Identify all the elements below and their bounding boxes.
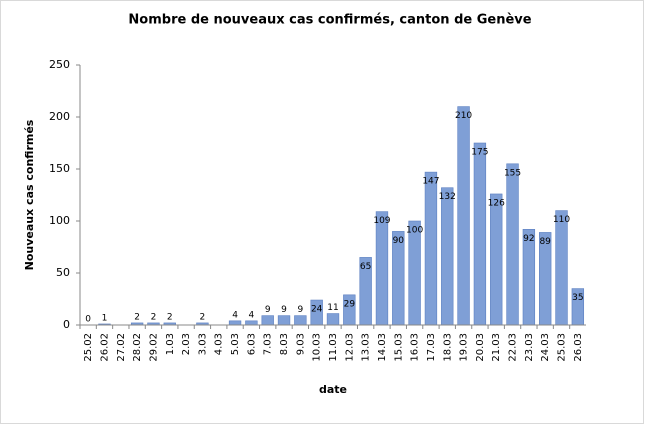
x-tick-label: 27.02 [116, 333, 127, 362]
data-label: 90 [393, 236, 405, 246]
x-tick-label: 3.03 [197, 333, 208, 355]
x-tick-label: 25.02 [83, 333, 94, 362]
x-tick-label: 11.03 [328, 333, 339, 362]
bar [294, 315, 307, 326]
data-label: 65 [360, 262, 371, 272]
x-tick-label: 12.03 [344, 333, 355, 362]
x-tick-label: 20.03 [475, 333, 486, 362]
x-tick-label: 16.03 [410, 333, 421, 362]
x-tick-label: 1.03 [165, 333, 176, 355]
x-tick-label: 25.03 [557, 333, 568, 362]
bar [441, 187, 454, 326]
x-tick-label: 18.03 [442, 333, 453, 362]
data-label: 100 [406, 226, 423, 236]
x-tick-label: 14.03 [377, 333, 388, 362]
data-label: 110 [553, 215, 570, 225]
x-tick-label: 13.03 [361, 333, 372, 362]
x-tick-label: 7.03 [263, 333, 274, 355]
y-tick-label: 100 [49, 214, 70, 227]
x-tick-label: 29.02 [148, 333, 159, 362]
bar [473, 142, 487, 326]
y-tick-label: 0 [63, 318, 70, 331]
x-tick-label: 19.03 [459, 333, 470, 362]
data-label: 2 [167, 312, 173, 322]
bar [375, 211, 389, 326]
bar [424, 171, 438, 326]
data-label: 9 [265, 305, 271, 315]
data-label: 11 [327, 303, 338, 313]
x-tick-label: 15.03 [393, 333, 404, 362]
bar [555, 210, 568, 326]
x-tick-label: 4.03 [214, 333, 225, 355]
bar [506, 163, 519, 326]
bar [277, 315, 291, 326]
data-label: 2 [200, 312, 206, 322]
bar [490, 193, 503, 326]
data-label: 147 [422, 177, 439, 187]
data-label: 4 [232, 310, 238, 320]
x-tick-label: 26.02 [99, 333, 110, 362]
x-tick-label: 5.03 [230, 333, 241, 355]
x-tick-label: 17.03 [426, 333, 437, 362]
x-tick-label: 9.03 [295, 333, 306, 355]
data-label: 175 [471, 148, 488, 158]
x-tick-label: 2.03 [181, 333, 192, 355]
data-label: 0 [85, 315, 91, 325]
x-tick-label: 23.03 [524, 333, 535, 362]
data-label: 4 [249, 310, 255, 320]
x-tick-label: 10.03 [312, 333, 323, 362]
data-label: 92 [523, 234, 534, 244]
y-tick-label: 250 [49, 58, 70, 71]
bar [261, 315, 274, 326]
data-label: 126 [488, 198, 505, 208]
data-label: 35 [572, 293, 583, 303]
x-tick-label: 26.03 [573, 333, 584, 362]
x-tick-label: 28.02 [132, 333, 143, 362]
data-label: 2 [134, 312, 140, 322]
data-label: 132 [439, 192, 456, 202]
x-tick-label: 6.03 [246, 333, 257, 355]
data-label: 24 [311, 305, 323, 315]
x-axis-title: date [319, 383, 347, 396]
data-label: 155 [504, 168, 521, 178]
data-label: 109 [373, 216, 390, 226]
data-label: 9 [297, 305, 303, 315]
bar [228, 320, 242, 326]
data-label: 2 [151, 312, 157, 322]
x-tick-label: 22.03 [508, 333, 519, 362]
x-tick-label: 21.03 [491, 333, 502, 362]
data-label: 210 [455, 111, 472, 121]
chart-title: Nombre de nouveaux cas confirmés, canton… [128, 13, 531, 28]
data-label: 89 [539, 237, 551, 247]
y-tick-label: 150 [49, 162, 70, 175]
data-label: 9 [281, 305, 287, 315]
y-tick-label: 200 [49, 110, 70, 123]
bar [245, 320, 258, 326]
x-tick-label: 24.03 [540, 333, 551, 362]
y-axis-title: Nouveaux cas confirmés [23, 119, 36, 270]
bar [326, 313, 340, 326]
bar [457, 106, 470, 326]
y-tick-label: 50 [56, 266, 70, 279]
data-label: 1 [102, 313, 108, 323]
data-label: 29 [344, 299, 356, 309]
bar [408, 220, 421, 326]
x-tick-label: 8.03 [279, 333, 290, 355]
